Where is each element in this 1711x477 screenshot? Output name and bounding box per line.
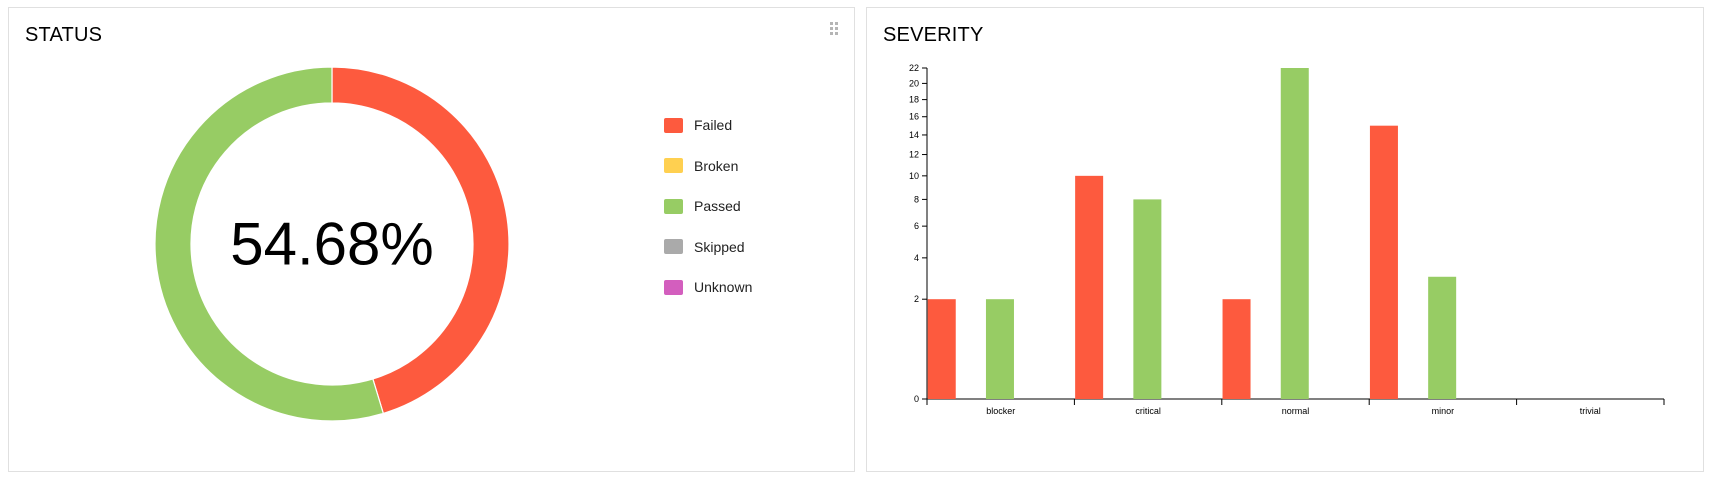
legend-swatch	[664, 198, 683, 214]
y-tick-label: 20	[909, 78, 919, 88]
y-tick-label: 6	[914, 221, 919, 231]
y-tick-label: 2	[914, 294, 919, 304]
x-axis: blocker critical normal minor trivial	[926, 398, 1665, 416]
bar-normal-0[interactable]	[1222, 299, 1251, 399]
status-title: STATUS	[25, 24, 103, 46]
legend-item-unknown[interactable]: Unknown	[664, 267, 752, 308]
donut-center-label: 54.68%	[230, 211, 434, 278]
legend-swatch	[664, 117, 683, 133]
legend-swatch	[664, 239, 683, 255]
legend-swatch	[664, 279, 683, 295]
legend-item-passed[interactable]: Passed	[664, 186, 752, 227]
severity-bar-chart: 0 2 4 6 8 10 12 14 16 18 20 22 blocker critical norma…	[909, 63, 1665, 416]
legend-item-broken[interactable]: Broken	[664, 146, 752, 187]
y-tick-label: 0	[914, 394, 919, 404]
y-tick-label: 12	[909, 150, 919, 160]
y-tick-label: 14	[909, 130, 919, 140]
severity-title: SEVERITY	[883, 24, 984, 46]
legend-label: Broken	[694, 157, 739, 174]
bar-critical-0[interactable]	[1075, 175, 1104, 399]
y-tick-label: 18	[909, 95, 919, 105]
legend-item-skipped[interactable]: Skipped	[664, 227, 752, 268]
donut-slice-failed[interactable]	[331, 66, 510, 415]
bar-blocker-1[interactable]	[985, 299, 1014, 399]
bar-critical-1[interactable]	[1133, 199, 1162, 399]
legend-label: Failed	[694, 117, 733, 134]
y-tick-label: 16	[909, 112, 919, 122]
x-tick-label-trivial: trivial	[1580, 406, 1601, 416]
bar-blocker-0[interactable]	[927, 299, 956, 399]
x-tick-label-blocker: blocker	[986, 406, 1015, 416]
donut-slice-passed[interactable]	[154, 66, 385, 422]
bars	[927, 68, 1457, 400]
legend-label: Unknown	[694, 279, 753, 296]
status-widget: STATUS 54.68% Failed Broken Passed Skipped U…	[8, 7, 855, 472]
x-tick-label-minor: minor	[1432, 406, 1455, 416]
status-legend: Failed Broken Passed Skipped Unknown	[664, 105, 752, 308]
bar-minor-0[interactable]	[1369, 125, 1398, 400]
y-tick-label: 22	[909, 63, 919, 73]
legend-label: Passed	[694, 198, 741, 215]
severity-widget: SEVERITY 0 2 4 6 8 10 12 14 16 18 20 22 blocker crit…	[866, 7, 1704, 472]
x-tick-label-critical: critical	[1135, 406, 1161, 416]
status-donut-chart: 54.68%	[154, 66, 510, 422]
y-tick-label: 8	[914, 194, 919, 204]
legend-label: Skipped	[694, 238, 745, 255]
legend-item-failed[interactable]: Failed	[664, 105, 752, 146]
x-tick-label-normal: normal	[1282, 406, 1310, 416]
y-tick-label: 4	[914, 253, 919, 263]
bar-minor-1[interactable]	[1428, 276, 1457, 399]
bar-normal-1[interactable]	[1280, 68, 1309, 399]
y-axis: 0 2 4 6 8 10 12 14 16 18 20 22	[909, 63, 928, 404]
legend-swatch	[664, 158, 683, 174]
y-tick-label: 10	[909, 171, 919, 181]
drag-handle-icon[interactable]	[830, 22, 838, 35]
